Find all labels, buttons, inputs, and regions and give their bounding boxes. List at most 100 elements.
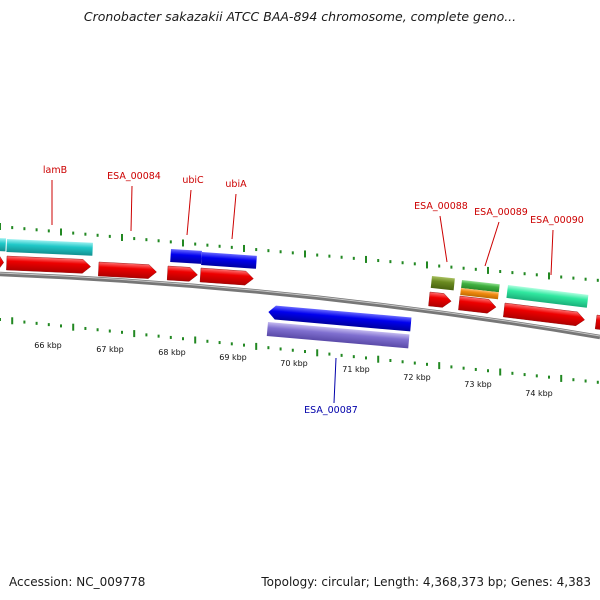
lower-row-tick <box>438 362 441 370</box>
label-esa-00087: ESA_00087 <box>304 405 358 416</box>
lower-row-tick <box>60 324 62 328</box>
lower-row-tick <box>23 320 26 324</box>
upper-row-tick <box>316 253 319 257</box>
gene-ubia-bar <box>201 251 257 269</box>
lower-row-tick <box>352 355 355 359</box>
upper-row-tick <box>182 239 184 247</box>
genome-stats-text: Topology: circular; Length: 4,368,373 bp… <box>261 575 591 589</box>
gene-esa-00087-bar <box>266 322 410 349</box>
lower-row-tick <box>35 321 38 325</box>
upper-row-tick <box>121 233 123 241</box>
lower-row-tick <box>230 342 233 346</box>
upper-row-tick <box>584 277 587 281</box>
upper-row-tick <box>108 234 111 238</box>
upper-row-tick <box>35 228 38 232</box>
upper-row-tick <box>450 265 453 269</box>
upper-row-tick <box>413 262 416 266</box>
lower-row-tick <box>169 335 172 339</box>
upper-row-tick <box>377 259 380 263</box>
backbone-layer <box>0 271 600 340</box>
upper-row-tick <box>72 231 75 235</box>
upper-row-tick <box>23 227 26 231</box>
lower-row-tick <box>194 336 197 344</box>
lower-row-tick <box>96 328 99 332</box>
lower-row-tick <box>365 356 367 360</box>
cds-arrow <box>458 295 497 314</box>
upper-row-tick <box>523 272 526 276</box>
lower-row-tick <box>243 343 245 347</box>
cds-arrow <box>594 314 600 330</box>
ruler-label: 73 kbp <box>464 380 492 389</box>
upper-row-tick <box>438 264 441 268</box>
upper-row-tick <box>255 248 258 252</box>
cds-arrow <box>6 255 91 274</box>
lower-row-tick <box>255 342 258 350</box>
ruler-label: 70 kbp <box>280 359 308 368</box>
lower-row-tick <box>377 355 380 363</box>
label-esa-00084-leader <box>130 185 133 232</box>
lower-row-tick <box>474 367 477 371</box>
tick-marks <box>0 223 599 384</box>
lower-row-tick <box>206 339 209 343</box>
ruler-label: 66 kbp <box>34 341 62 350</box>
lower-row-tick <box>389 358 392 362</box>
lower-row-tick <box>72 323 75 331</box>
cds-arrow <box>503 302 585 326</box>
lower-row-tick <box>499 368 502 376</box>
upper-row-tick <box>535 273 538 277</box>
ruler-label: 72 kbp <box>403 373 431 382</box>
upper-row-tick <box>401 261 404 265</box>
upper-row-tick <box>352 256 355 260</box>
ruler-label: 68 kbp <box>158 348 186 357</box>
gene-esa-00089-bar <box>460 288 499 300</box>
gene-ubic-bar <box>170 248 202 264</box>
upper-row-tick <box>365 255 367 263</box>
ruler-label: 74 kbp <box>525 389 553 398</box>
lower-row-tick <box>121 330 123 334</box>
lower-row-tick <box>316 349 319 357</box>
upper-row-tick <box>389 260 392 264</box>
lower-row-tick <box>413 361 416 365</box>
lower-row-tick <box>182 337 184 341</box>
label-esa-00089-leader <box>484 221 500 267</box>
lower-row-tick <box>108 329 111 333</box>
upper-row-tick <box>60 228 62 236</box>
upper-row-tick <box>291 251 294 255</box>
cds-arrow <box>98 261 157 279</box>
lower-row-tick <box>596 380 599 384</box>
upper-row-tick <box>499 270 502 274</box>
lower-row-tick <box>560 374 563 382</box>
upper-row-tick <box>84 232 87 236</box>
lower-row-tick <box>279 347 282 351</box>
upper-row-tick <box>47 229 50 233</box>
gene-lamb-bar <box>6 238 93 256</box>
upper-row-tick <box>548 272 550 280</box>
lower-row-tick <box>487 369 489 373</box>
genome-backbone <box>0 271 600 340</box>
lower-row-tick <box>511 371 514 375</box>
upper-row-tick <box>0 223 1 230</box>
label-esa-00088: ESA_00088 <box>414 201 468 212</box>
label-esa-00090-leader <box>550 229 554 276</box>
gene-esa-00088-bar <box>430 276 455 291</box>
lower-row-tick <box>535 374 538 378</box>
lower-row-tick <box>267 346 270 350</box>
upper-row-tick <box>487 266 489 274</box>
cds-arrow <box>199 267 254 286</box>
feature-layer <box>0 238 600 349</box>
lower-row-tick <box>401 360 404 364</box>
lower-row-tick <box>426 362 428 366</box>
map-title: Cronobacter sakazakii ATCC BAA-894 chrom… <box>83 9 517 24</box>
label-esa-00084: ESA_00084 <box>107 171 161 182</box>
label-ubic-leader <box>186 189 192 236</box>
gene-esa-00089-bar <box>461 280 500 293</box>
upper-row-tick <box>243 244 245 252</box>
upper-row-tick <box>145 238 148 242</box>
lower-row-tick <box>572 378 575 382</box>
upper-row-tick <box>474 267 477 271</box>
lower-row-tick <box>584 379 587 383</box>
upper-row-tick <box>194 242 197 246</box>
upper-row-tick <box>230 245 233 249</box>
